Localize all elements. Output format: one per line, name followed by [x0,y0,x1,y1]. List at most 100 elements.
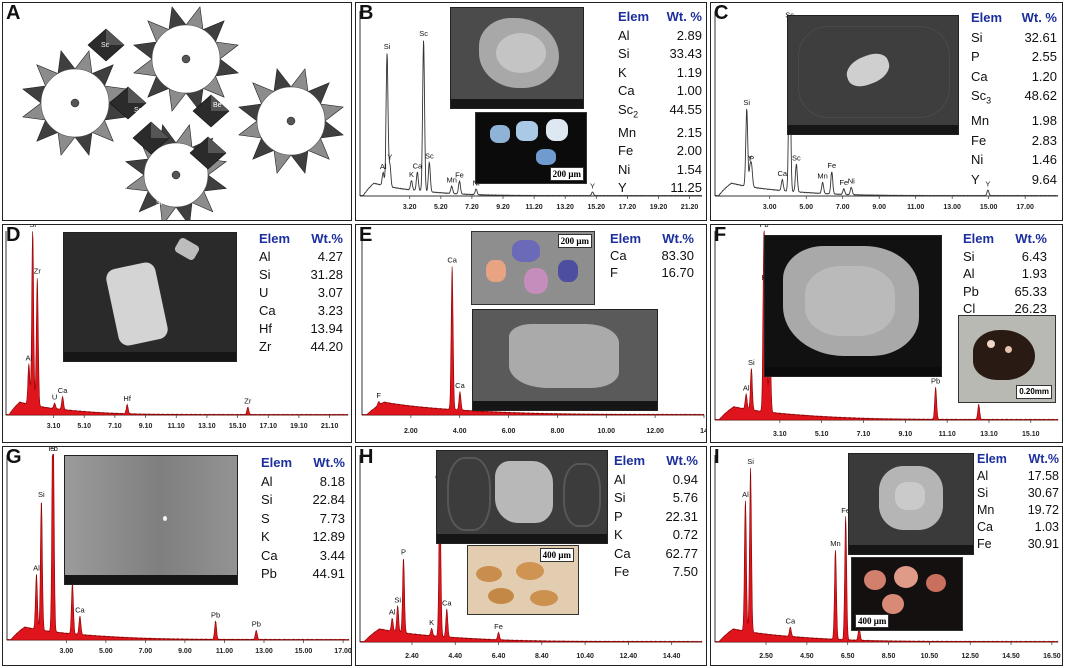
peak-label: Al [743,383,750,392]
panel-f: AlSiPbClPbPbPb3.105.107.109.1011.1013.10… [710,224,1063,443]
x-tick-label: 11.10 [939,431,956,438]
sem-image [848,453,974,555]
peak-label: Hf [123,394,131,403]
peak-label: Mn [447,175,457,184]
peak-label: Ca [58,386,68,395]
peak-label: Si [38,490,45,499]
panel-letter: B [359,2,374,24]
peak-label: Al [26,353,33,362]
peak-label: Sc [785,10,794,19]
peak-label: Pb [211,610,220,619]
sem-image [764,235,942,377]
peak-label: P [749,154,754,163]
struct-label: Si [121,184,128,191]
peak-label: Y [748,153,753,162]
struct-label: Be [115,132,124,139]
sem-image [472,309,658,411]
element-table: Elem Wt.% Ca 83.30 F 16.70 [610,231,694,280]
x-tick-label: 10.00 [598,428,616,435]
element-table: Elem Wt.% Si 6.43 Al 1.93 Pb 65.33 Cl 26.23 [963,231,1047,316]
x-tick-label: 9.00 [178,648,192,655]
channel-atom [171,170,181,180]
peak-label: Al [33,563,40,572]
x-tick-label: 6.00 [502,428,516,435]
x-tick-label: 4.40 [448,653,462,660]
x-tick-label: 21.10 [321,423,339,430]
panel-c: SiYPCaScScMnFeFeNiY3.005.007.009.0011.00… [710,2,1063,221]
struct-label: Si [75,148,82,155]
x-tick-label: 5.10 [815,431,829,438]
peak-label: Fe [841,506,850,515]
x-tick-label: 5.00 [99,648,113,655]
peak-label: Si [747,457,754,466]
x-tick-label: 14.50 [1002,653,1020,660]
octahedron-face [211,95,229,111]
x-tick-label: 5.20 [434,204,448,211]
octahedron-face [151,122,169,138]
x-tick-label: 17.00 [1016,204,1034,211]
peak-label: Ca [455,381,465,390]
spectrum-chart: AlSiPbSKCaPbPb3.005.007.009.0011.0013.00… [6,447,351,655]
spectrum-chart: SiYPCaScScMnFeFeNiY3.005.007.009.0011.00… [714,10,1059,211]
x-tick-label: 6.40 [492,653,506,660]
peak-label: Zr [244,397,252,406]
x-tick-label: 5.00 [799,204,813,211]
x-tick-label: 19.10 [290,423,308,430]
peak-label: Fe [455,170,464,179]
x-tick-label: 21.20 [681,204,699,211]
peak-label: Zr [34,267,42,276]
x-tick-label: 12.40 [620,653,638,660]
x-tick-label: 11.00 [907,204,924,211]
x-tick-label: 3.00 [763,204,777,211]
peak-label: Pb [759,225,768,229]
peak-label: Si [384,42,391,51]
x-tick-label: 15.00 [980,204,998,211]
peak-label: Pb [931,377,940,386]
element-table: Elem Wt.% Al 0.94 Si 5.76 P 22.31 K 0.72 Ca 62… [614,453,698,579]
peak-label: Al [389,608,396,617]
peak-label: Mn [817,172,827,181]
peak-label: Ca [778,169,788,178]
x-tick-label: 12.50 [961,653,979,660]
x-tick-label: 16.50 [1043,653,1061,660]
struct-label: Sc [210,128,219,135]
x-tick-label: 7.10 [857,431,871,438]
x-tick-label: 15.10 [229,423,247,430]
x-tick-label: 8.00 [551,428,565,435]
peak-label: U [52,393,57,402]
peak-label: Al [380,162,387,171]
element-table: Elem Wt. % Si 32.61 P 2.55 Ca 1.20 Sc3 48.62 … [971,10,1057,187]
peak-label: Pb [252,620,261,629]
x-tick-label: 15.00 [295,648,313,655]
scale-bar: 400 μm [539,548,574,562]
x-tick-label: 3.20 [403,204,417,211]
x-tick-label: 4.00 [453,428,467,435]
panel-letter: D [6,224,21,246]
x-tick-label: 14 [700,428,706,435]
panel-g: AlSiPbSKCaPbPb3.005.007.009.0011.0013.00… [2,446,352,666]
x-tick-label: 7.20 [465,204,479,211]
x-tick-label: 2.50 [759,653,773,660]
x-tick-label: 8.50 [882,653,896,660]
x-tick-label: 8.40 [535,653,549,660]
spectrum-area [714,467,1059,643]
mineral-photo: 0.20mm [958,315,1056,403]
panel-letter: I [714,446,720,468]
sem-image [787,15,959,135]
peak-label: Ca [442,598,452,607]
peak-label: Fe [827,161,836,170]
channel-atom [181,54,191,64]
peak-label: Ca [413,161,423,170]
scale-bar: 200 μm [557,234,592,248]
element-table: Elem Wt.% Al 17.58 Si 30.67 Mn 19.72 Ca 1.03 … [977,452,1059,551]
spectrum-area [359,483,703,643]
peak-label: Pb [49,447,58,453]
octahedron-face [128,87,146,103]
spectrum-line [714,21,1059,197]
peak-label: Ni [848,177,855,186]
panel-d: Al Si Zr CaU Hf Zr 3.10 5.10 7.10 9.10 11.10 13.10 1… [2,224,352,443]
peak-label: K [409,170,414,179]
x-tick-label: 13.10 [980,431,998,438]
x-tick-label: 3.10 [47,423,61,430]
peak-label: Sc [792,153,801,162]
